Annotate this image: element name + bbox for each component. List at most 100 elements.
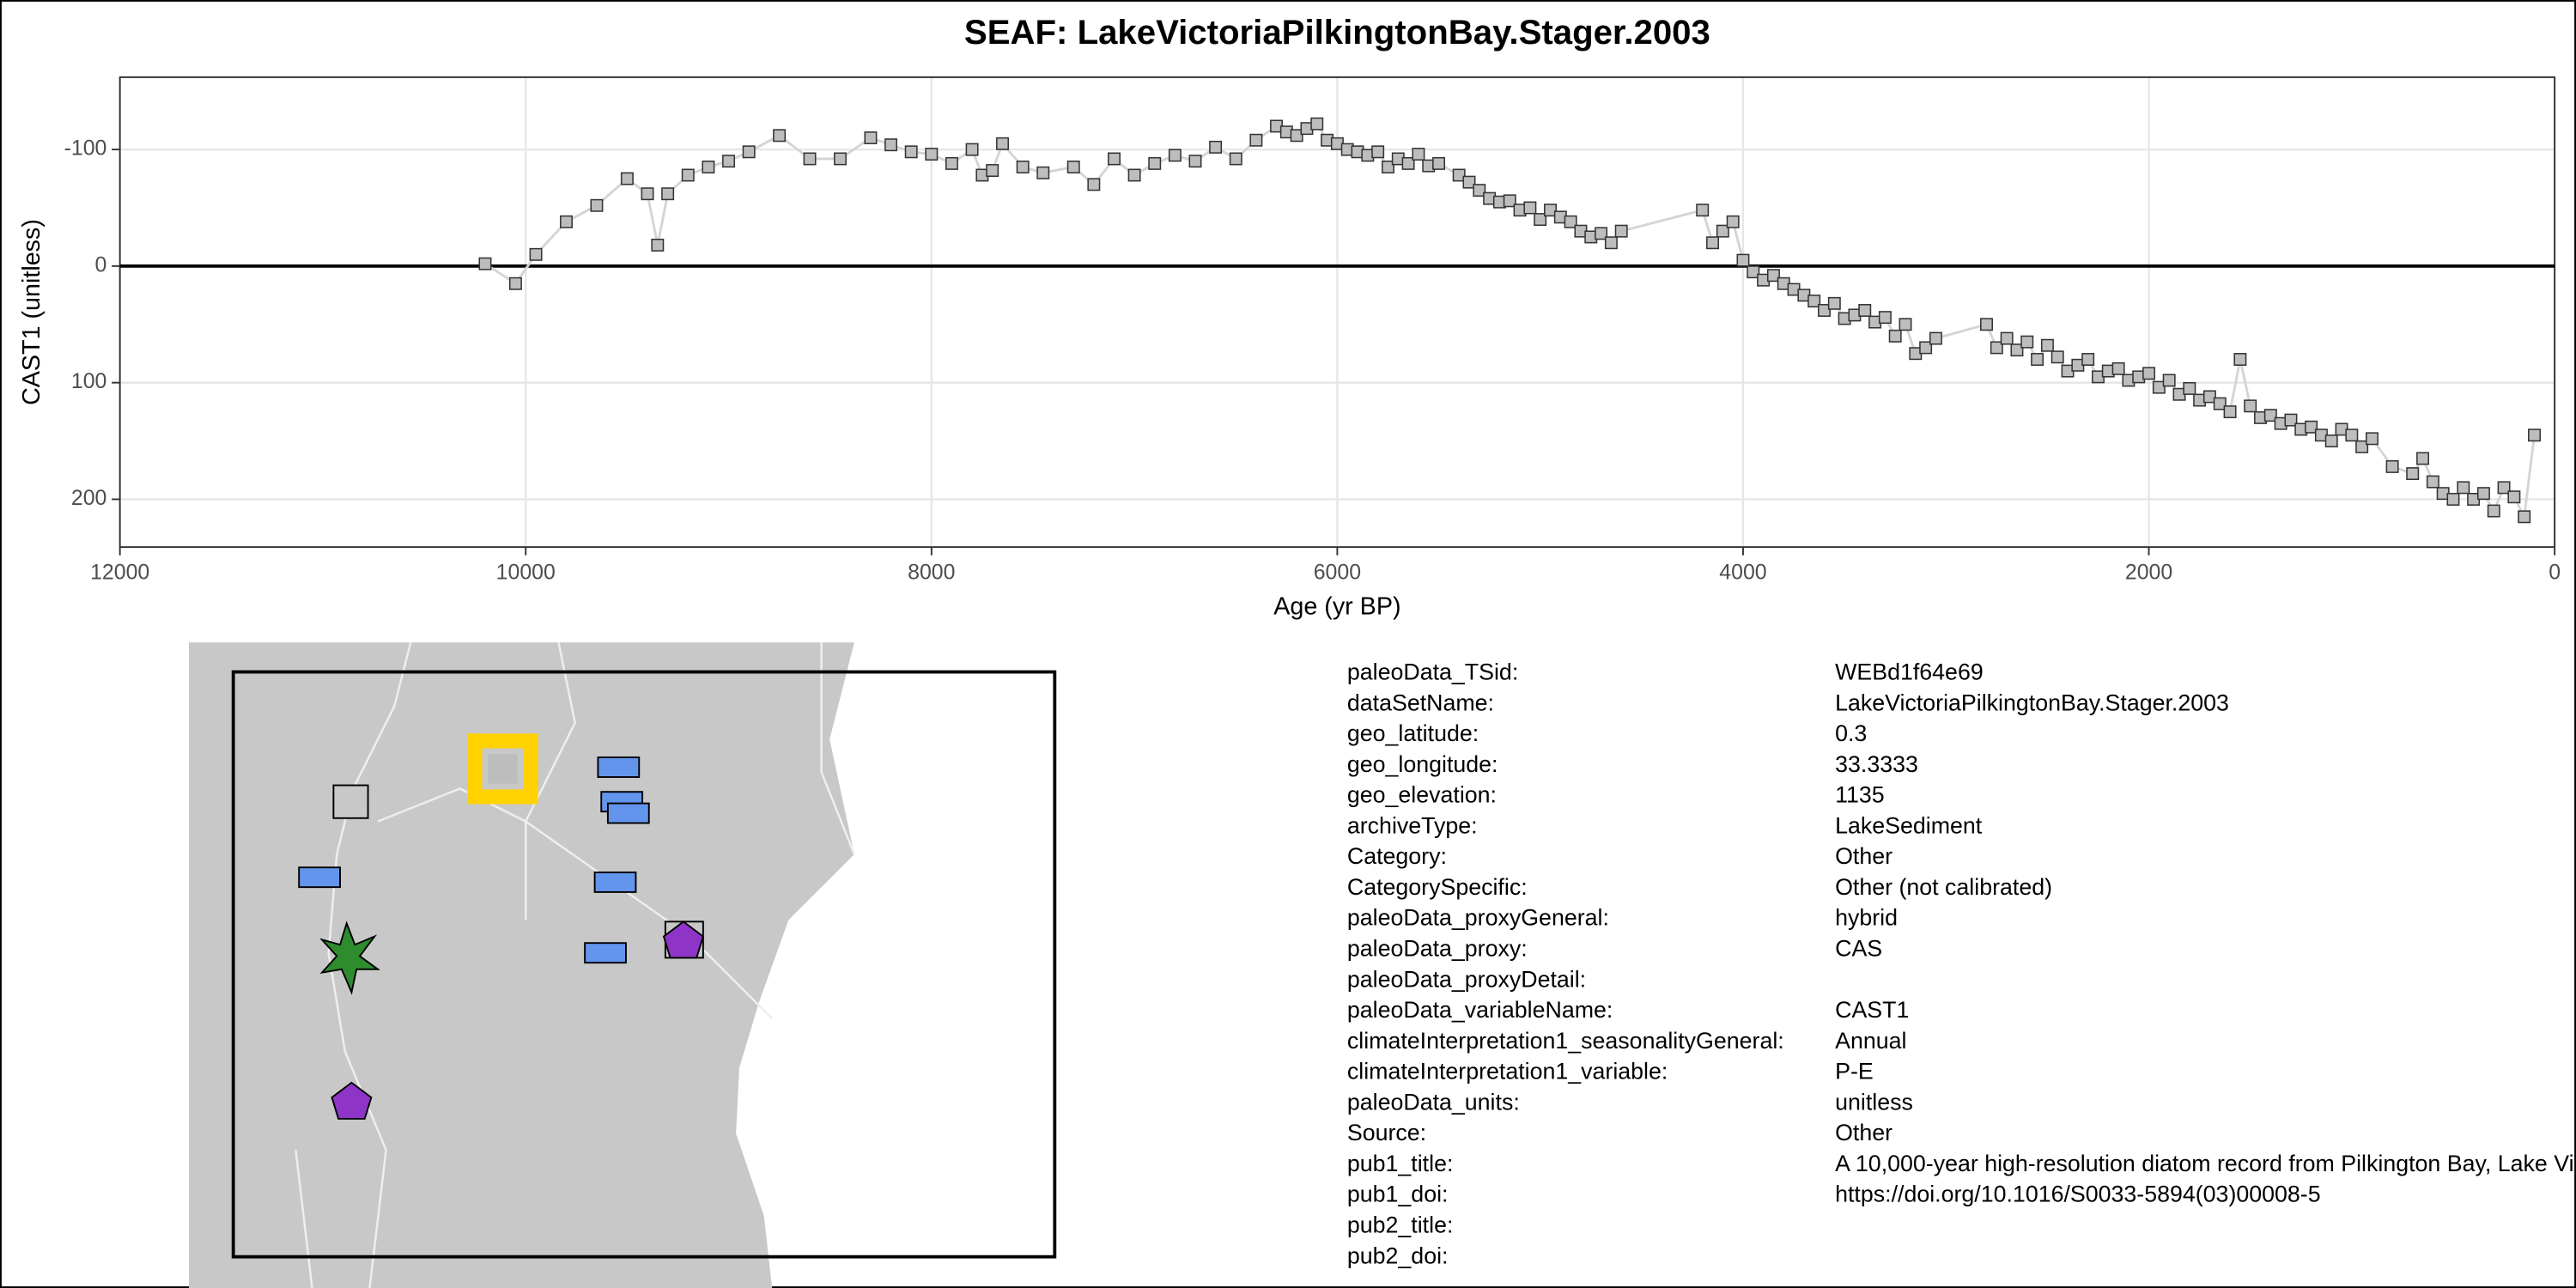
point	[661, 187, 675, 201]
meta-value: P-E	[1835, 1059, 1874, 1084]
point	[1716, 224, 1729, 238]
point	[2345, 428, 2359, 442]
point	[2142, 367, 2156, 380]
meta-key: pub1_doi:	[1347, 1182, 1449, 1207]
point	[1473, 184, 1486, 197]
point	[884, 138, 898, 152]
point	[702, 161, 715, 173]
point	[2031, 353, 2044, 366]
point	[1614, 224, 1628, 238]
site-marker	[298, 866, 342, 889]
site-highlight	[467, 733, 538, 805]
metadata-table: paleoData_TSid: WEBd1f64e69 dataSetName: La…	[1347, 659, 2576, 1269]
point	[2476, 487, 2490, 501]
meta-key: climateInterpretation1_seasonalityGenera…	[1347, 1028, 1784, 1054]
site-marker	[662, 920, 704, 959]
map	[189, 642, 1060, 1288]
point	[2355, 440, 2369, 453]
point	[2305, 420, 2318, 434]
point	[1127, 168, 1141, 182]
point	[1818, 304, 1831, 317]
point	[1696, 204, 1710, 217]
point	[2111, 361, 2125, 375]
meta-value: LakeVictoriaPilkingtonBay.Stager.2003	[1835, 690, 2229, 715]
point	[2487, 504, 2500, 518]
point	[2162, 374, 2176, 387]
x-tick-label: 10000	[496, 560, 556, 584]
meta-value: LakeSediment	[1835, 812, 1983, 838]
point	[1807, 295, 1821, 308]
point	[1919, 341, 1933, 355]
meta-value: 0.3	[1835, 720, 1867, 746]
point	[2426, 475, 2439, 489]
meta-key: geo_latitude:	[1347, 720, 1479, 746]
point	[1188, 155, 1202, 168]
point	[965, 143, 979, 156]
meta-key: paleoData_proxyGeneral:	[1347, 905, 1609, 931]
point	[2183, 381, 2196, 395]
meta-value: Other	[1835, 843, 1893, 869]
meta-key: paleoData_proxy:	[1347, 936, 1528, 962]
panel-border	[118, 76, 2556, 549]
point	[2324, 434, 2338, 448]
chart-title: SEAF: LakeVictoriaPilkingtonBay.Stager.2…	[964, 13, 1710, 52]
point	[2202, 390, 2216, 404]
point	[986, 164, 999, 178]
point	[508, 276, 522, 290]
point	[1209, 140, 1223, 154]
site-marker	[488, 754, 518, 784]
meta-key: pub2_title:	[1347, 1212, 1454, 1238]
site-marker	[606, 802, 650, 824]
point	[651, 238, 665, 252]
meta-key: dataSetName:	[1347, 690, 1494, 715]
point	[1249, 133, 1263, 147]
x-tick-label: 6000	[1314, 560, 1361, 584]
land	[189, 642, 1060, 1288]
site-marker	[319, 920, 380, 995]
point	[681, 168, 695, 182]
meta-key: Source:	[1347, 1120, 1426, 1145]
point	[742, 145, 756, 159]
point	[478, 257, 492, 270]
point	[2507, 490, 2521, 504]
y-tick-label: 200	[71, 486, 106, 510]
point	[1066, 161, 1080, 173]
point	[1534, 213, 1547, 227]
point	[1148, 156, 1162, 170]
meta-key: paleoData_TSid:	[1347, 659, 1518, 685]
meta-key: CategorySpecific:	[1347, 874, 1528, 900]
site-marker	[597, 756, 641, 778]
point	[1827, 296, 1841, 310]
point	[1452, 168, 1466, 182]
point	[1168, 149, 1182, 162]
map-frame	[231, 670, 1057, 1259]
point	[1382, 161, 1394, 173]
x-tick-label: 8000	[908, 560, 955, 584]
meta-key: pub1_title:	[1347, 1151, 1454, 1176]
point	[1087, 178, 1101, 191]
meta-value: Other	[1835, 1120, 1893, 1145]
point	[2223, 405, 2237, 419]
point	[2244, 399, 2257, 413]
point	[996, 137, 1009, 150]
meta-key: climateInterpretation1_variable:	[1347, 1059, 1668, 1084]
x-tick-label: 4000	[1719, 560, 1766, 584]
point	[1878, 311, 1892, 325]
point	[1604, 236, 1618, 250]
point	[1888, 329, 1902, 343]
point	[1016, 161, 1030, 173]
point	[2416, 452, 2430, 465]
meta-key: paleoData_units:	[1347, 1089, 1520, 1115]
point	[925, 148, 939, 161]
point	[2040, 338, 2054, 352]
point	[803, 152, 817, 166]
y-tick-label: -100	[64, 137, 107, 161]
point	[1706, 236, 1719, 250]
meta-key: paleoData_variableName:	[1347, 997, 1613, 1023]
point	[2213, 397, 2227, 410]
meta-key: Category:	[1347, 843, 1447, 869]
point	[2010, 343, 2024, 357]
meta-value: hybrid	[1835, 905, 1898, 931]
point	[1858, 304, 1872, 317]
point	[2233, 353, 2247, 366]
